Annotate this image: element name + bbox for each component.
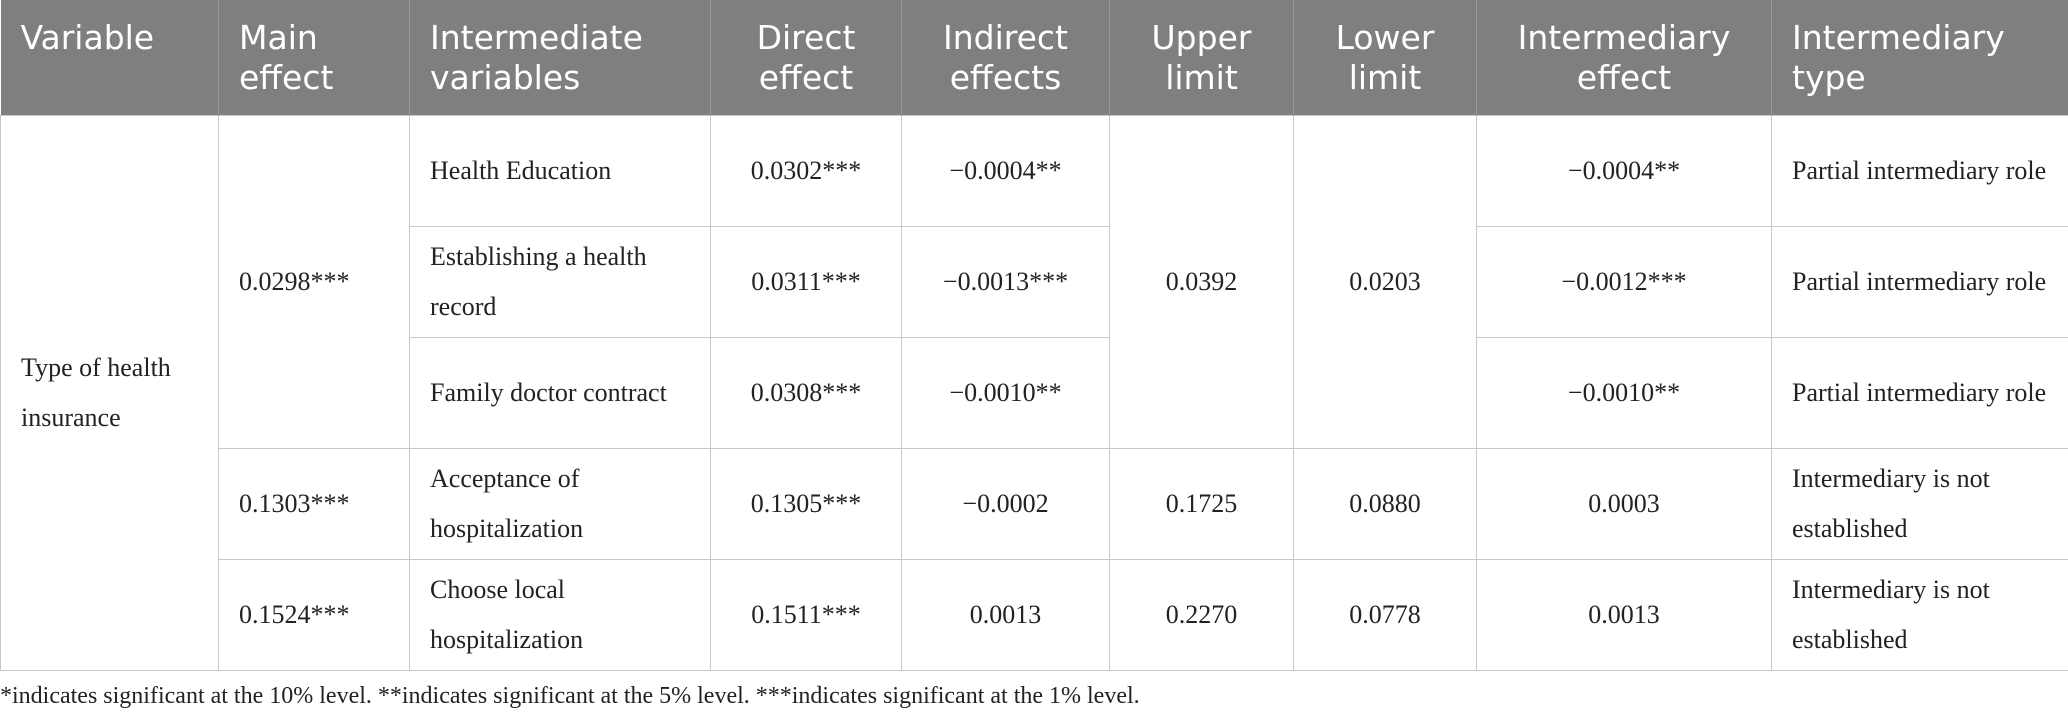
row: Type of health insurance 0.0298*** Healt…: [0, 115, 2068, 671]
cell: Acceptance of hospitalization: [409, 448, 711, 560]
cell: Partial intermediary role: [1771, 226, 2068, 338]
cell: 0.1511***: [710, 559, 902, 671]
cell: −0.0010**: [1476, 337, 1772, 449]
row: 0.1524*** Choose local hospitalization 0…: [1, 559, 2068, 671]
header-cell: Intermediate variables: [409, 0, 711, 116]
header-cell: Direct effect: [710, 0, 902, 116]
cell: Partial intermediary role: [1771, 115, 2068, 227]
cell: 0.2270: [1109, 559, 1294, 671]
cell: 0.0778: [1293, 559, 1477, 671]
cell: Intermediary is not established: [1771, 448, 2068, 560]
results-table: Variable Main effect Intermediate variab…: [0, 0, 2068, 671]
row: Family doctor contract 0.0308*** −0.0010…: [1, 337, 2068, 449]
header-cell: Indirect effects: [901, 0, 1110, 116]
cell: Family doctor contract: [409, 337, 711, 449]
row: Establishing a health record 0.0311*** −…: [1, 226, 2068, 338]
row: 0.1303*** Acceptance of hospitalization …: [1, 448, 2068, 560]
cell: −0.0013***: [901, 226, 1110, 338]
cell: 0.0003: [1476, 448, 1772, 560]
cell: 0.1305***: [710, 448, 902, 560]
header-row: Variable Main effect Intermediate variab…: [0, 0, 2068, 116]
header-cell: Lower limit: [1293, 0, 1477, 116]
cell: 0.0203: [1293, 115, 1477, 449]
cell: 0.0392: [1109, 115, 1294, 449]
cell: Type of health insurance: [0, 115, 219, 671]
cell: 0.1524***: [218, 559, 410, 671]
cell: −0.0010**: [901, 337, 1110, 449]
cell: −0.0004**: [1476, 115, 1772, 227]
header-cell: Variable: [0, 0, 219, 116]
cell: 0.0880: [1293, 448, 1477, 560]
header-cell: Upper limit: [1109, 0, 1294, 116]
cell: Partial intermediary role: [1771, 337, 2068, 449]
cell: 0.0308***: [710, 337, 902, 449]
cell: −0.0012***: [1476, 226, 1772, 338]
cell: 0.0013: [1476, 559, 1772, 671]
cell: −0.0002: [901, 448, 1110, 560]
cell: 0.1303***: [218, 448, 410, 560]
footnote: *indicates significant at the 10% level.…: [0, 683, 1140, 709]
header-cell: Intermediary effect: [1476, 0, 1772, 116]
header-cell: Intermediary type: [1771, 0, 2068, 116]
cell: Intermediary is not established: [1771, 559, 2068, 671]
cell: 0.1725: [1109, 448, 1294, 560]
cell: 0.0013: [901, 559, 1110, 671]
header-cell: Main effect: [218, 0, 410, 116]
cell: Health Education: [409, 115, 711, 227]
cell: 0.0302***: [710, 115, 902, 227]
cell: Establishing a health record: [409, 226, 711, 338]
cell: 0.0311***: [710, 226, 902, 338]
cell: −0.0004**: [901, 115, 1110, 227]
cell: 0.0298***: [218, 115, 410, 449]
cell: Choose local hospitalization: [409, 559, 711, 671]
